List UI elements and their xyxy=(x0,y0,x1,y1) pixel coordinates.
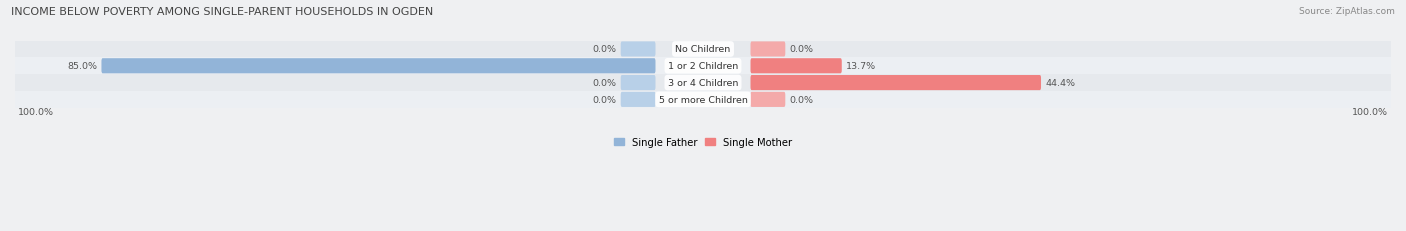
Text: INCOME BELOW POVERTY AMONG SINGLE-PARENT HOUSEHOLDS IN OGDEN: INCOME BELOW POVERTY AMONG SINGLE-PARENT… xyxy=(11,7,433,17)
Bar xyxy=(15,75,1391,91)
Text: 0.0%: 0.0% xyxy=(593,45,617,54)
FancyBboxPatch shape xyxy=(620,92,655,107)
FancyBboxPatch shape xyxy=(620,76,655,91)
Text: Source: ZipAtlas.com: Source: ZipAtlas.com xyxy=(1299,7,1395,16)
Text: 0.0%: 0.0% xyxy=(789,95,813,104)
FancyBboxPatch shape xyxy=(620,42,655,57)
FancyBboxPatch shape xyxy=(751,59,842,74)
Bar xyxy=(15,91,1391,108)
Text: 1 or 2 Children: 1 or 2 Children xyxy=(668,62,738,71)
Bar xyxy=(15,41,1391,58)
Text: 100.0%: 100.0% xyxy=(18,107,55,116)
Legend: Single Father, Single Mother: Single Father, Single Mother xyxy=(613,137,793,147)
FancyBboxPatch shape xyxy=(101,59,655,74)
Text: 85.0%: 85.0% xyxy=(67,62,97,71)
Text: 44.4%: 44.4% xyxy=(1045,79,1076,88)
FancyBboxPatch shape xyxy=(751,92,786,107)
Text: 0.0%: 0.0% xyxy=(593,95,617,104)
FancyBboxPatch shape xyxy=(751,76,1040,91)
Bar xyxy=(15,58,1391,75)
Text: 0.0%: 0.0% xyxy=(593,79,617,88)
Text: 100.0%: 100.0% xyxy=(1351,107,1388,116)
Text: 0.0%: 0.0% xyxy=(789,45,813,54)
Text: 5 or more Children: 5 or more Children xyxy=(658,95,748,104)
Text: 3 or 4 Children: 3 or 4 Children xyxy=(668,79,738,88)
Text: No Children: No Children xyxy=(675,45,731,54)
Text: 13.7%: 13.7% xyxy=(846,62,876,71)
FancyBboxPatch shape xyxy=(751,42,786,57)
